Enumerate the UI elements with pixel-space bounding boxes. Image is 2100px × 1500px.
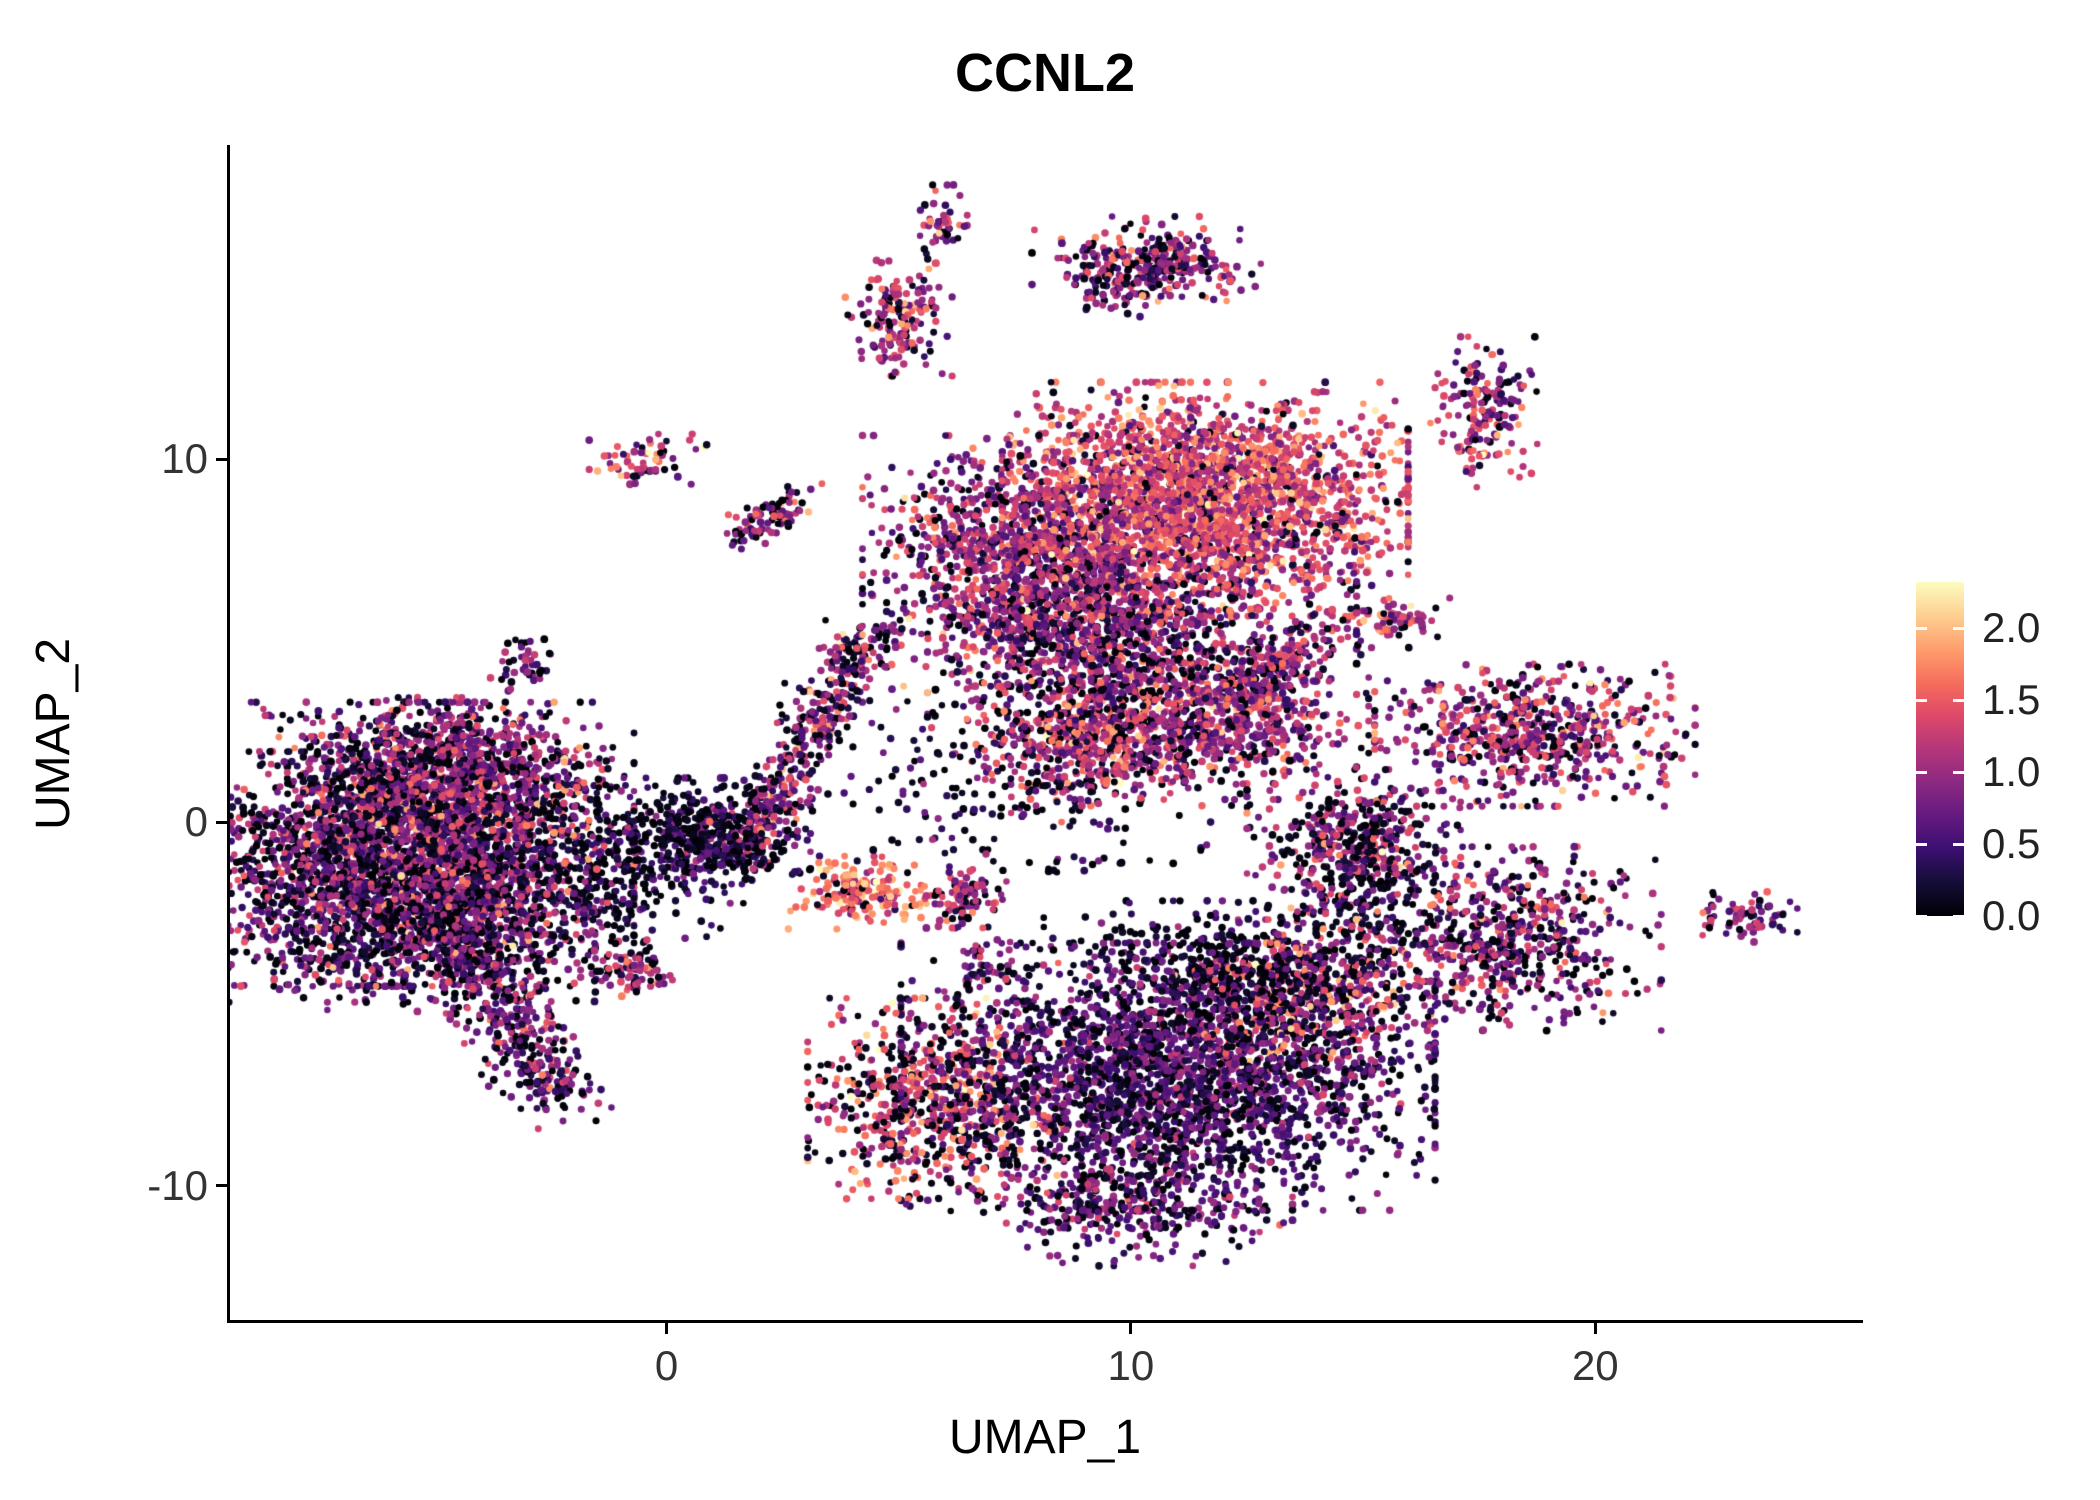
y-tick-label: 10 [161,435,208,483]
y-tick-mark [216,1184,230,1188]
legend-tick-label: 0.0 [1982,892,2041,939]
y-tick-mark [216,457,230,461]
x-axis-line [227,1320,1863,1323]
x-tick-mark [665,1320,669,1334]
legend-tick-mark [1916,698,1927,702]
x-axis-title: UMAP_1 [948,1411,1142,1464]
legend-tick-mark [1953,626,1964,630]
umap-scatter-canvas [230,145,1860,1320]
legend-tick-mark [1916,626,1927,630]
colorbar-legend [1916,582,1964,916]
x-tick-label: 10 [1107,1342,1155,1389]
y-tick-mark [216,820,230,824]
y-axis-line [227,145,230,1323]
y-axis-title: UMAP_2 [27,637,80,831]
legend-tick-mark [1916,914,1927,918]
legend-tick-label: 2.0 [1982,604,2041,652]
legend-tick-mark [1953,914,1964,918]
legend-tick-mark [1953,770,1964,774]
x-tick-mark [1129,1320,1133,1334]
plot-title: CCNL2 [954,43,1135,103]
y-tick-label: -10 [147,1161,208,1209]
y-tick-label: 0 [184,798,208,846]
legend-tick-mark [1953,842,1964,846]
x-tick-label: 20 [1571,1342,1619,1389]
legend-tick-label: 1.5 [1982,676,2041,724]
legend-tick-label: 1.0 [1982,748,2041,796]
x-tick-label: 0 [654,1342,679,1389]
legend-tick-mark [1953,698,1964,702]
legend-tick-mark [1916,770,1927,774]
legend-tick-mark [1916,842,1927,846]
legend-tick-label: 0.5 [1982,820,2041,868]
x-tick-mark [1593,1320,1597,1334]
